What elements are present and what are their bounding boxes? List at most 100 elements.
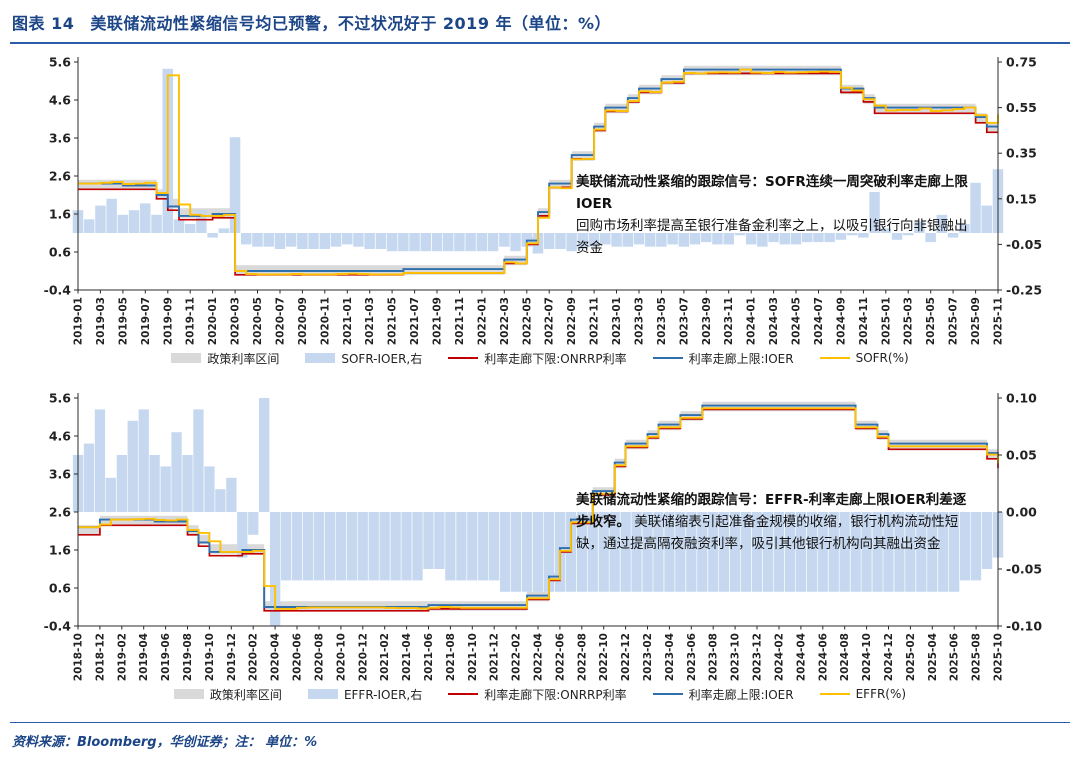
annotation-sofr-text: 回购市场利率提高至银行准备金利率之上，以吸引银行向非银融出资金 — [576, 217, 968, 256]
axes — [77, 57, 999, 291]
svg-text:2019-09: 2019-09 — [162, 297, 174, 345]
svg-text:2020-06: 2020-06 — [292, 633, 304, 681]
x-axis-labels: 2019-01 2019-03 2019-05 2019-07 2019-09 2019-… — [73, 290, 1005, 345]
svg-text:2020-03: 2020-03 — [230, 297, 242, 345]
svg-text:2022-02: 2022-02 — [511, 633, 523, 681]
svg-text:2021-05: 2021-05 — [387, 297, 399, 345]
legend-item-rate: SOFR(%) — [819, 351, 909, 365]
effr-chart: 5.6 4.6 3.6 2.6 1.6 0.6 -0.4 0.10 0.05 0.00 -0.05 -… — [44, 391, 1043, 682]
annotation-effr-text: 美联储缩表引起准备金规模的收缩，银行机构流动性短缺，通过提高隔夜融资利率，吸引其… — [576, 513, 959, 552]
svg-text:2023-02: 2023-02 — [642, 633, 654, 681]
legend-item-band: 政策利率区间 — [171, 350, 279, 367]
svg-text:-0.10: -0.10 — [1006, 619, 1042, 634]
svg-text:5.6: 5.6 — [49, 391, 71, 406]
svg-text:2022-01: 2022-01 — [476, 297, 488, 345]
left-axis-labels: 5.6 4.6 3.6 2.6 1.6 0.6 -0.4 — [44, 55, 78, 298]
svg-text:2024-08: 2024-08 — [839, 633, 851, 681]
svg-text:2025-10: 2025-10 — [993, 633, 1005, 681]
svg-text:2025-07: 2025-07 — [948, 297, 960, 345]
svg-text:2021-02: 2021-02 — [379, 633, 391, 681]
svg-text:2022-07: 2022-07 — [544, 297, 556, 345]
svg-text:2020-01: 2020-01 — [207, 297, 219, 345]
svg-text:2021-08: 2021-08 — [445, 633, 457, 681]
sofr-chart-legend: 政策利率区间 SOFR-IOER,右 利率走廊下限:ONRRP利率 利率走廊上限:IO… — [10, 350, 1070, 366]
svg-text:2019-12: 2019-12 — [226, 633, 238, 681]
figure-header: 图表 14 美联储流动性紧缩信号均已预警，不过状况好于 2019 年（单位：%） — [10, 6, 1070, 44]
svg-text:2024-03: 2024-03 — [768, 297, 780, 345]
svg-text:2020-04: 2020-04 — [270, 633, 282, 681]
svg-text:2025-01: 2025-01 — [880, 297, 892, 345]
legend-item-area: SOFR-IOER,右 — [305, 350, 422, 367]
svg-text:4.6: 4.6 — [49, 429, 71, 444]
x-axis-labels: 2018-10 2018-12 2019-02 2019-04 2019-06 2019-… — [73, 626, 1005, 681]
svg-text:2020-11: 2020-11 — [319, 297, 331, 345]
svg-text:2020-10: 2020-10 — [335, 633, 347, 681]
rate-line — [78, 68, 999, 276]
svg-text:2025-03: 2025-03 — [903, 297, 915, 345]
svg-text:0.05: 0.05 — [1006, 448, 1037, 463]
svg-text:2023-05: 2023-05 — [656, 297, 668, 345]
svg-text:-0.05: -0.05 — [1006, 237, 1042, 252]
svg-text:2024-02: 2024-02 — [774, 633, 786, 681]
svg-text:0.10: 0.10 — [1006, 391, 1037, 406]
svg-text:2022-05: 2022-05 — [521, 297, 533, 345]
svg-text:2025-02: 2025-02 — [905, 633, 917, 681]
svg-text:-0.4: -0.4 — [44, 619, 72, 634]
legend-label: EFFR(%) — [855, 687, 907, 701]
svg-text:2024-01: 2024-01 — [746, 297, 758, 345]
svg-text:2021-04: 2021-04 — [401, 633, 413, 681]
svg-text:2025-09: 2025-09 — [970, 297, 982, 345]
spread-area — [72, 398, 1004, 626]
svg-text:2025-06: 2025-06 — [949, 633, 961, 681]
source-note: 资料来源：Bloomberg，华创证券；注： 单位：% — [12, 735, 318, 750]
left-axis-labels: 5.6 4.6 3.6 2.6 1.6 0.6 -0.4 — [44, 391, 78, 634]
svg-text:2021-12: 2021-12 — [489, 633, 501, 681]
svg-text:0.6: 0.6 — [49, 245, 71, 260]
svg-text:3.6: 3.6 — [49, 467, 71, 482]
svg-text:-0.05: -0.05 — [1006, 562, 1042, 577]
svg-text:2021-10: 2021-10 — [467, 633, 479, 681]
svg-text:2021-11: 2021-11 — [454, 297, 466, 345]
svg-text:2021-09: 2021-09 — [432, 297, 444, 345]
svg-text:2022-09: 2022-09 — [566, 297, 578, 345]
svg-text:2024-07: 2024-07 — [813, 297, 825, 345]
svg-text:2020-09: 2020-09 — [297, 297, 309, 345]
svg-text:2019-06: 2019-06 — [160, 633, 172, 681]
svg-text:0.55: 0.55 — [1006, 100, 1037, 115]
svg-text:1.6: 1.6 — [49, 543, 71, 558]
svg-text:2023-06: 2023-06 — [686, 633, 698, 681]
legend-swatch-rate — [819, 357, 850, 359]
annotation-effr-signal: 美联储流动性紧缩的跟踪信号：EFFR-利率走廊上限IOER利差逐步收窄。 美联储… — [576, 490, 968, 556]
rate-line — [78, 407, 999, 610]
svg-text:0.00: 0.00 — [1006, 505, 1037, 520]
legend-item-upper: 利率走廊上限:IOER — [652, 686, 794, 703]
svg-text:0.15: 0.15 — [1006, 191, 1037, 206]
svg-text:-0.4: -0.4 — [44, 283, 72, 298]
report-figure: 图表 14 美联储流动性紧缩信号均已预警，不过状况好于 2019 年（单位：%）… — [10, 6, 1070, 750]
svg-text:2021-03: 2021-03 — [364, 297, 376, 345]
annotation-sofr-signal: 美联储流动性紧缩的跟踪信号：SOFR连续一周突破利率走廊上限IOER 回购市场利… — [576, 172, 972, 259]
svg-text:0.75: 0.75 — [1006, 55, 1037, 70]
legend-swatch-area — [307, 689, 338, 699]
svg-text:2023-03: 2023-03 — [634, 297, 646, 345]
right-axis-labels: 0.75 0.55 0.35 0.15 -0.05 -0.25 — [998, 55, 1042, 298]
legend-label: SOFR(%) — [855, 351, 909, 365]
annotation-effr-bold: 美联储流动性紧缩的跟踪信号：EFFR-利率走廊上限IOER利差逐步收窄。 — [576, 492, 967, 530]
legend-swatch-upper — [652, 693, 683, 695]
legend-label: 利率走廊上限:IOER — [688, 351, 794, 366]
legend-label: 利率走廊下限:ONRRP利率 — [484, 687, 627, 702]
legend-swatch-rate — [819, 693, 850, 695]
sofr-chart: 5.6 4.6 3.6 2.6 1.6 0.6 -0.4 0.75 0.55 0.35 0.15 -0… — [44, 55, 1042, 346]
svg-text:2023-08: 2023-08 — [708, 633, 720, 681]
svg-text:-0.25: -0.25 — [1006, 283, 1042, 298]
legend-item-lower: 利率走廊下限:ONRRP利率 — [448, 686, 627, 703]
legend-swatch-band — [171, 353, 202, 363]
figure-number: 图表 14 — [12, 14, 75, 33]
svg-text:2023-04: 2023-04 — [664, 633, 676, 681]
svg-text:2022-11: 2022-11 — [589, 297, 601, 345]
svg-text:2023-12: 2023-12 — [752, 633, 764, 681]
svg-text:2024-09: 2024-09 — [835, 297, 847, 345]
effr-chart-block: 5.6 4.6 3.6 2.6 1.6 0.6 -0.4 0.10 0.05 0.00 -0.05 -… — [10, 388, 1070, 702]
annotation-sofr-bold: 美联储流动性紧缩的跟踪信号：SOFR连续一周突破利率走廊上限IOER — [576, 174, 968, 212]
svg-text:2022-04: 2022-04 — [533, 633, 545, 681]
